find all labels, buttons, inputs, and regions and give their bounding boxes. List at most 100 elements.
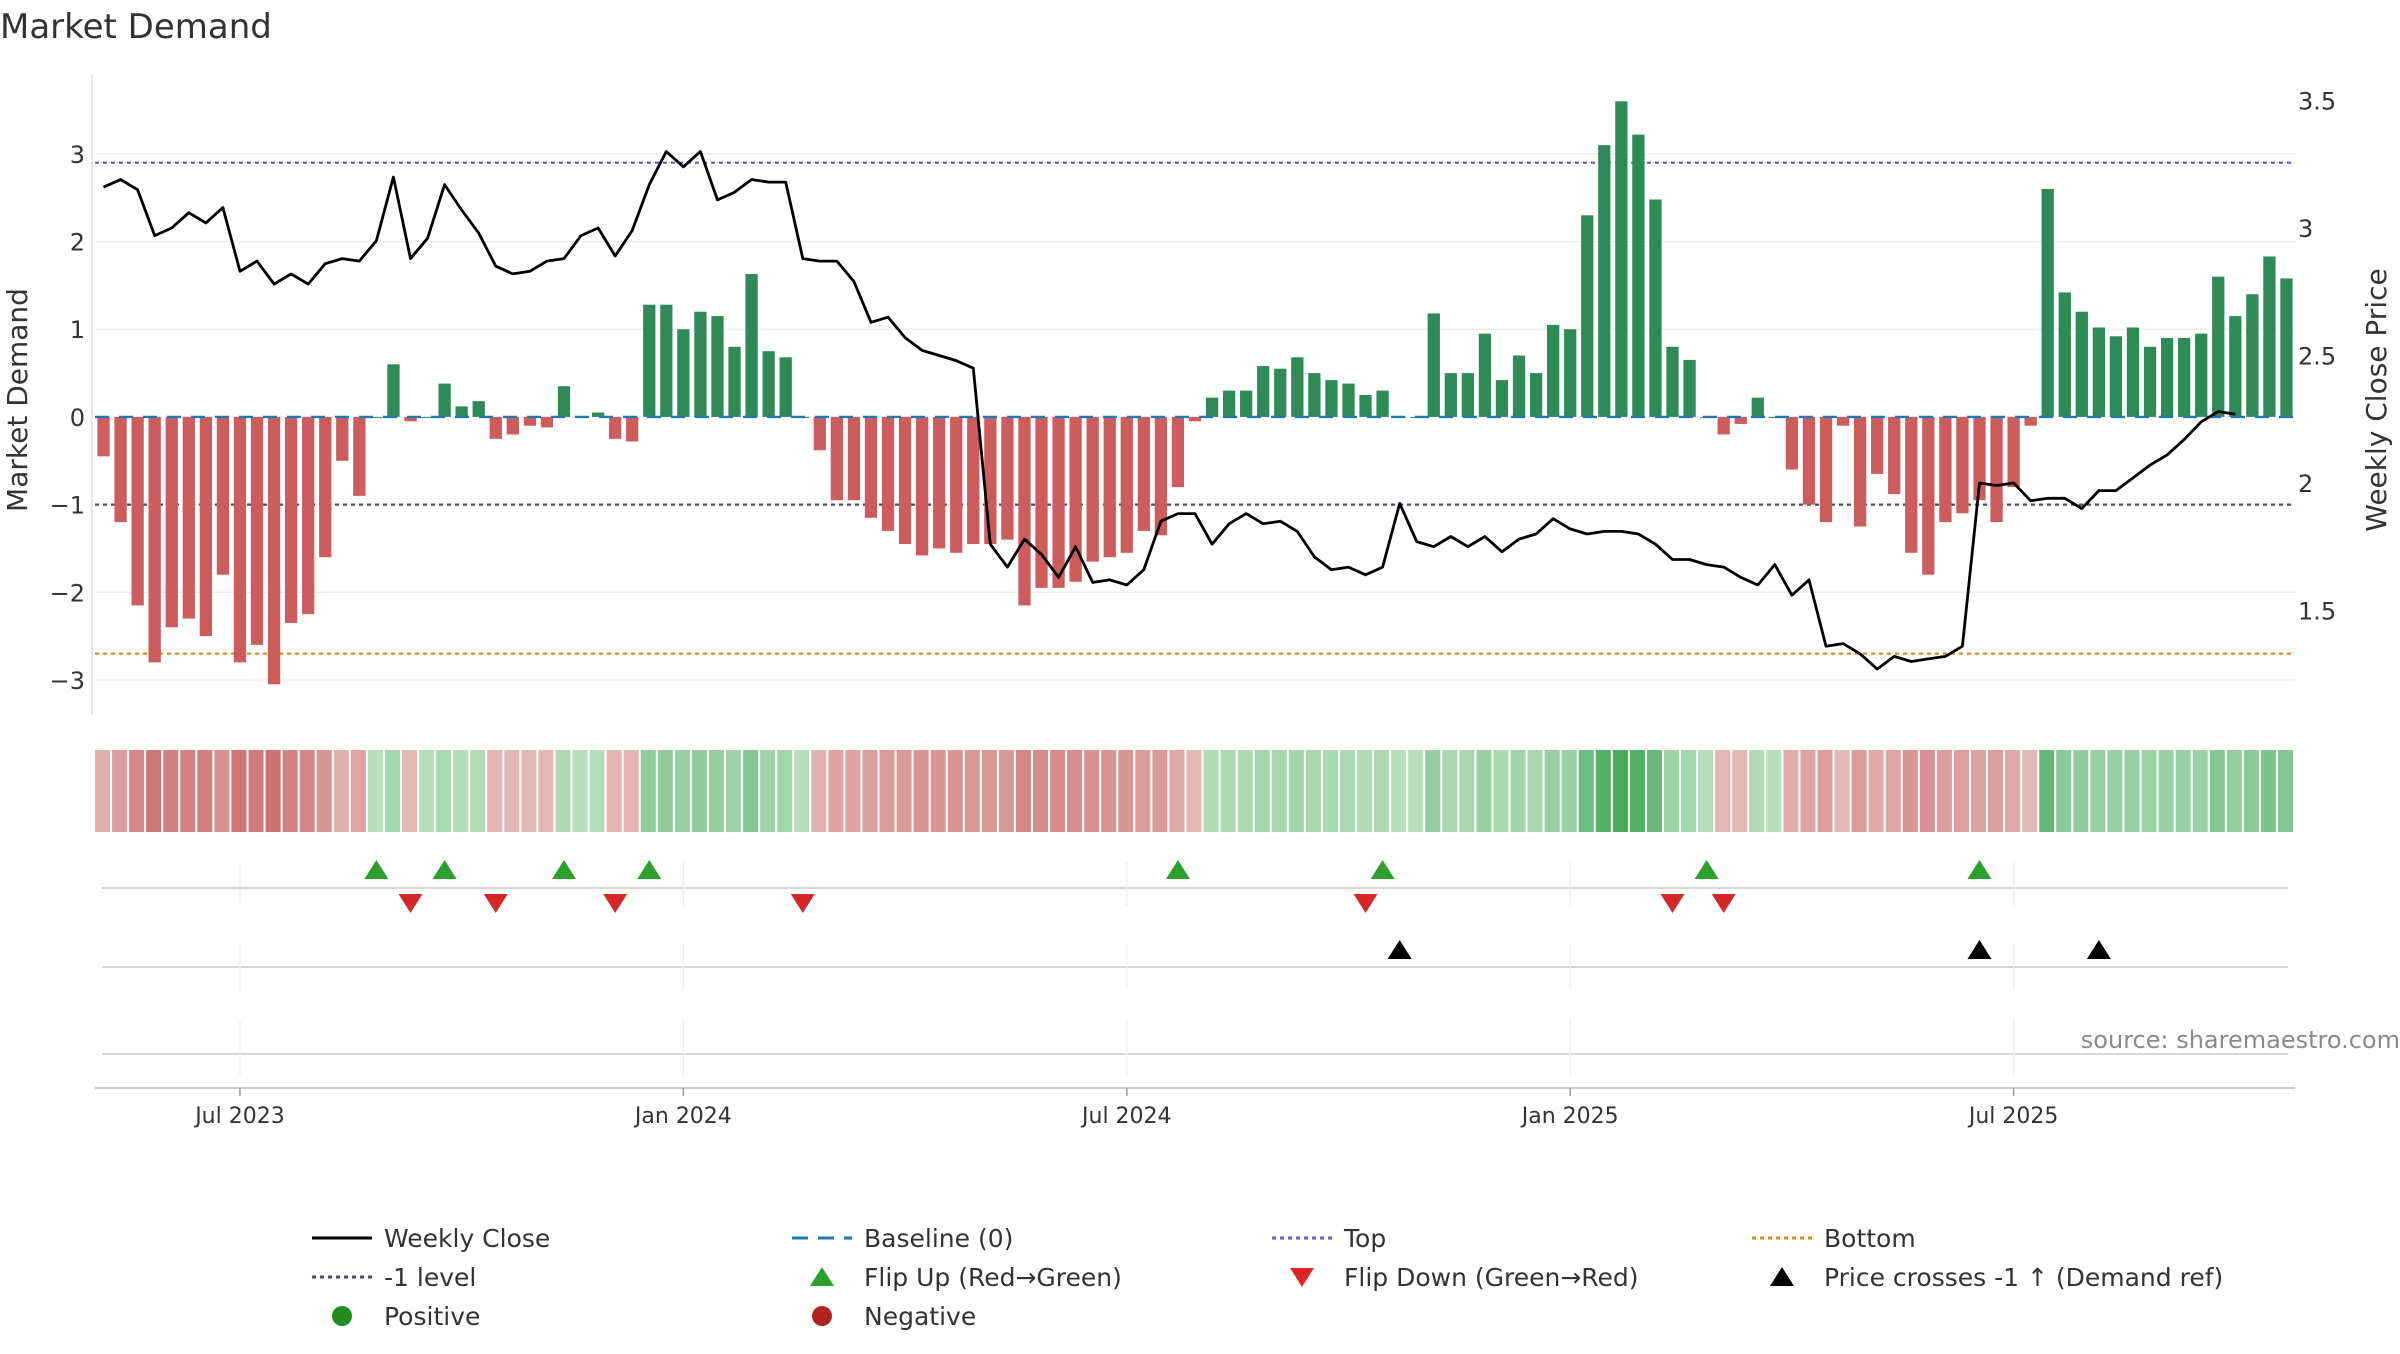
demand-bar <box>165 416 178 628</box>
source-note: source: sharemaestro.com <box>2081 1026 2400 1054</box>
x-tick-label: Jul 2023 <box>193 1104 285 1129</box>
legend-label: Bottom <box>1824 1224 1916 1253</box>
demand-bar <box>1035 416 1048 588</box>
strip-cell <box>299 750 315 832</box>
strip-cell <box>1953 750 1969 832</box>
demand-bar <box>199 416 212 637</box>
demand-bar <box>1120 416 1133 553</box>
strip-cell <box>1015 750 1031 832</box>
strip-cell <box>2209 750 2225 832</box>
demand-bar <box>438 383 451 417</box>
demand-bar <box>2143 346 2157 417</box>
demand-bar <box>540 416 554 428</box>
demand-bar <box>2178 338 2191 417</box>
demand-bar <box>148 416 161 663</box>
strip-cell <box>1391 750 1407 832</box>
strip-cell <box>2073 750 2089 832</box>
demand-bar <box>2246 294 2259 417</box>
strip-cell <box>1305 750 1321 832</box>
strip-cell <box>1800 750 1816 832</box>
demand-bar <box>250 416 264 645</box>
strip-cell <box>367 750 383 832</box>
x-tick-label: Jan 2024 <box>633 1104 732 1129</box>
strip-cell <box>1032 750 1049 832</box>
y-tick-label-right: 3 <box>2298 215 2313 243</box>
legend: Weekly Close Baseline (0) Top Bottom -1 leve… <box>312 1224 2223 1331</box>
y-axis-label-right: Weekly Close Price <box>2360 268 2393 531</box>
demand-bar <box>1137 416 1150 531</box>
strip-cell <box>930 750 946 832</box>
strip-cell <box>811 750 827 832</box>
strip-cell <box>1459 750 1475 832</box>
demand-bar <box>1325 380 1338 417</box>
demand-bar <box>2126 327 2140 417</box>
flip-up-marker <box>551 860 576 879</box>
demand-bar <box>2092 327 2106 417</box>
strip-cell <box>1715 750 1731 832</box>
legend-label: Positive <box>384 1302 480 1331</box>
demand-bar <box>216 416 230 575</box>
demand-bar <box>1444 373 1457 417</box>
demand-bar <box>1427 313 1440 417</box>
demand-bar <box>677 329 690 417</box>
y-tick-label-left: −1 <box>50 492 85 520</box>
demand-bar <box>1529 373 1543 417</box>
strip-cell <box>1203 750 1219 832</box>
demand-bar <box>1581 215 1594 417</box>
strip-cell <box>1629 750 1645 832</box>
demand-bar <box>1052 416 1065 588</box>
strip-cell <box>1050 750 1066 832</box>
legend-entry: Price crosses -1 ↑ (Demand ref) <box>1770 1263 2223 1292</box>
demand-bar <box>1291 357 1304 417</box>
y-tick-label-left: 2 <box>70 229 85 257</box>
strip-cell <box>674 750 690 832</box>
strip-cell <box>555 750 571 832</box>
demand-bar <box>1564 329 1577 417</box>
y-tick-label-left: 1 <box>70 316 85 344</box>
strip-cell <box>265 750 281 832</box>
strip-cell <box>2175 750 2191 832</box>
y-tick-label-left: 3 <box>70 141 85 169</box>
legend-entry: Negative <box>812 1302 976 1331</box>
demand-bar <box>2109 336 2123 417</box>
legend-swatch-dot <box>332 1306 352 1326</box>
demand-bar <box>2024 416 2037 426</box>
strip-cell <box>657 750 673 832</box>
legend-swatch-triangle-up <box>1770 1267 1794 1286</box>
demand-bar <box>1598 145 1611 417</box>
strip-cell <box>2141 750 2157 832</box>
x-tick-label: Jan 2025 <box>1520 1104 1619 1129</box>
strip-cell <box>862 750 878 832</box>
demand-bar <box>830 416 843 501</box>
strip-cell <box>1101 750 1117 832</box>
demand-bar <box>97 416 110 457</box>
strip-cell <box>1698 750 1714 832</box>
legend-label: Price crosses -1 ↑ (Demand ref) <box>1824 1263 2223 1292</box>
strip-cell <box>419 750 435 832</box>
legend-label: Weekly Close <box>384 1224 550 1253</box>
demand-bar <box>353 416 366 496</box>
strip-cell <box>163 750 179 832</box>
demand-bar <box>2160 338 2174 417</box>
strip-cell <box>1374 750 1390 832</box>
demand-bar <box>284 416 298 623</box>
strip-cell <box>2090 750 2106 832</box>
strip-cell <box>112 750 128 832</box>
strip-cell <box>2158 750 2174 832</box>
strip-cell <box>1612 750 1628 832</box>
strip-cell <box>947 750 963 832</box>
strip-cell <box>282 750 298 832</box>
strip-cell <box>1084 750 1100 832</box>
demand-bar <box>591 412 605 417</box>
flip-down-marker <box>1660 894 1685 913</box>
strip-cell <box>350 750 366 832</box>
demand-bar <box>1547 324 1560 417</box>
strip-cell <box>1578 750 1594 832</box>
strip-cell <box>1561 750 1577 832</box>
strip-cell <box>896 750 912 832</box>
demand-bar <box>387 364 400 417</box>
demand-bar <box>1188 416 1202 422</box>
demand-bar <box>1819 416 1833 523</box>
demand-bar <box>2212 276 2225 417</box>
